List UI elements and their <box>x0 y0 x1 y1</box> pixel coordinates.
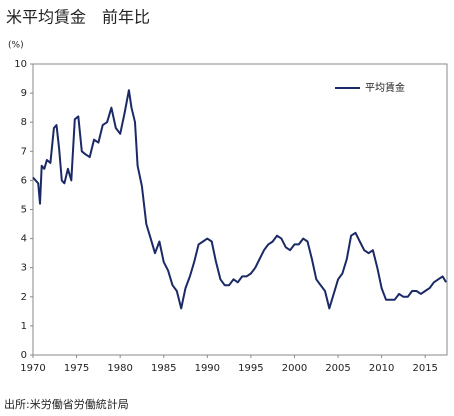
y-tick-label: 6 <box>21 175 27 186</box>
y-tick-label: 9 <box>21 88 27 99</box>
source: 出所:米労働省労働統計局 <box>4 397 129 411</box>
x-tick-label: 2000 <box>282 363 307 374</box>
y-tick-label: 0 <box>21 350 27 361</box>
x-tick-label: 1990 <box>195 363 220 374</box>
x-tick-label: 1975 <box>64 363 89 374</box>
line <box>32 89 447 310</box>
chart-title: 米平均賃金 前年比 <box>6 8 150 27</box>
x-tick-label: 2015 <box>412 363 437 374</box>
y-tick-label: 5 <box>21 205 27 216</box>
x-tick-label: 1970 <box>20 363 45 374</box>
y-tick-label: 10 <box>14 59 27 70</box>
y-tick-label: 7 <box>21 146 27 157</box>
y-tick-label: 3 <box>21 263 27 274</box>
plot-frame <box>32 63 448 356</box>
x-tick-label: 2005 <box>325 363 350 374</box>
x-tick-label: 2010 <box>369 363 394 374</box>
legend-label: 平均賃金 <box>365 81 405 94</box>
x-tick-label: 1995 <box>238 363 263 374</box>
y-tick-label: 1 <box>21 321 27 332</box>
y-tick-label: 8 <box>21 117 27 128</box>
x-tick-label: 1985 <box>151 363 176 374</box>
y-tick-label: 2 <box>21 292 27 303</box>
x-tick-label: 1980 <box>107 363 132 374</box>
y-tick-label: 4 <box>21 234 27 245</box>
y-axis-label: (%) <box>8 41 24 51</box>
